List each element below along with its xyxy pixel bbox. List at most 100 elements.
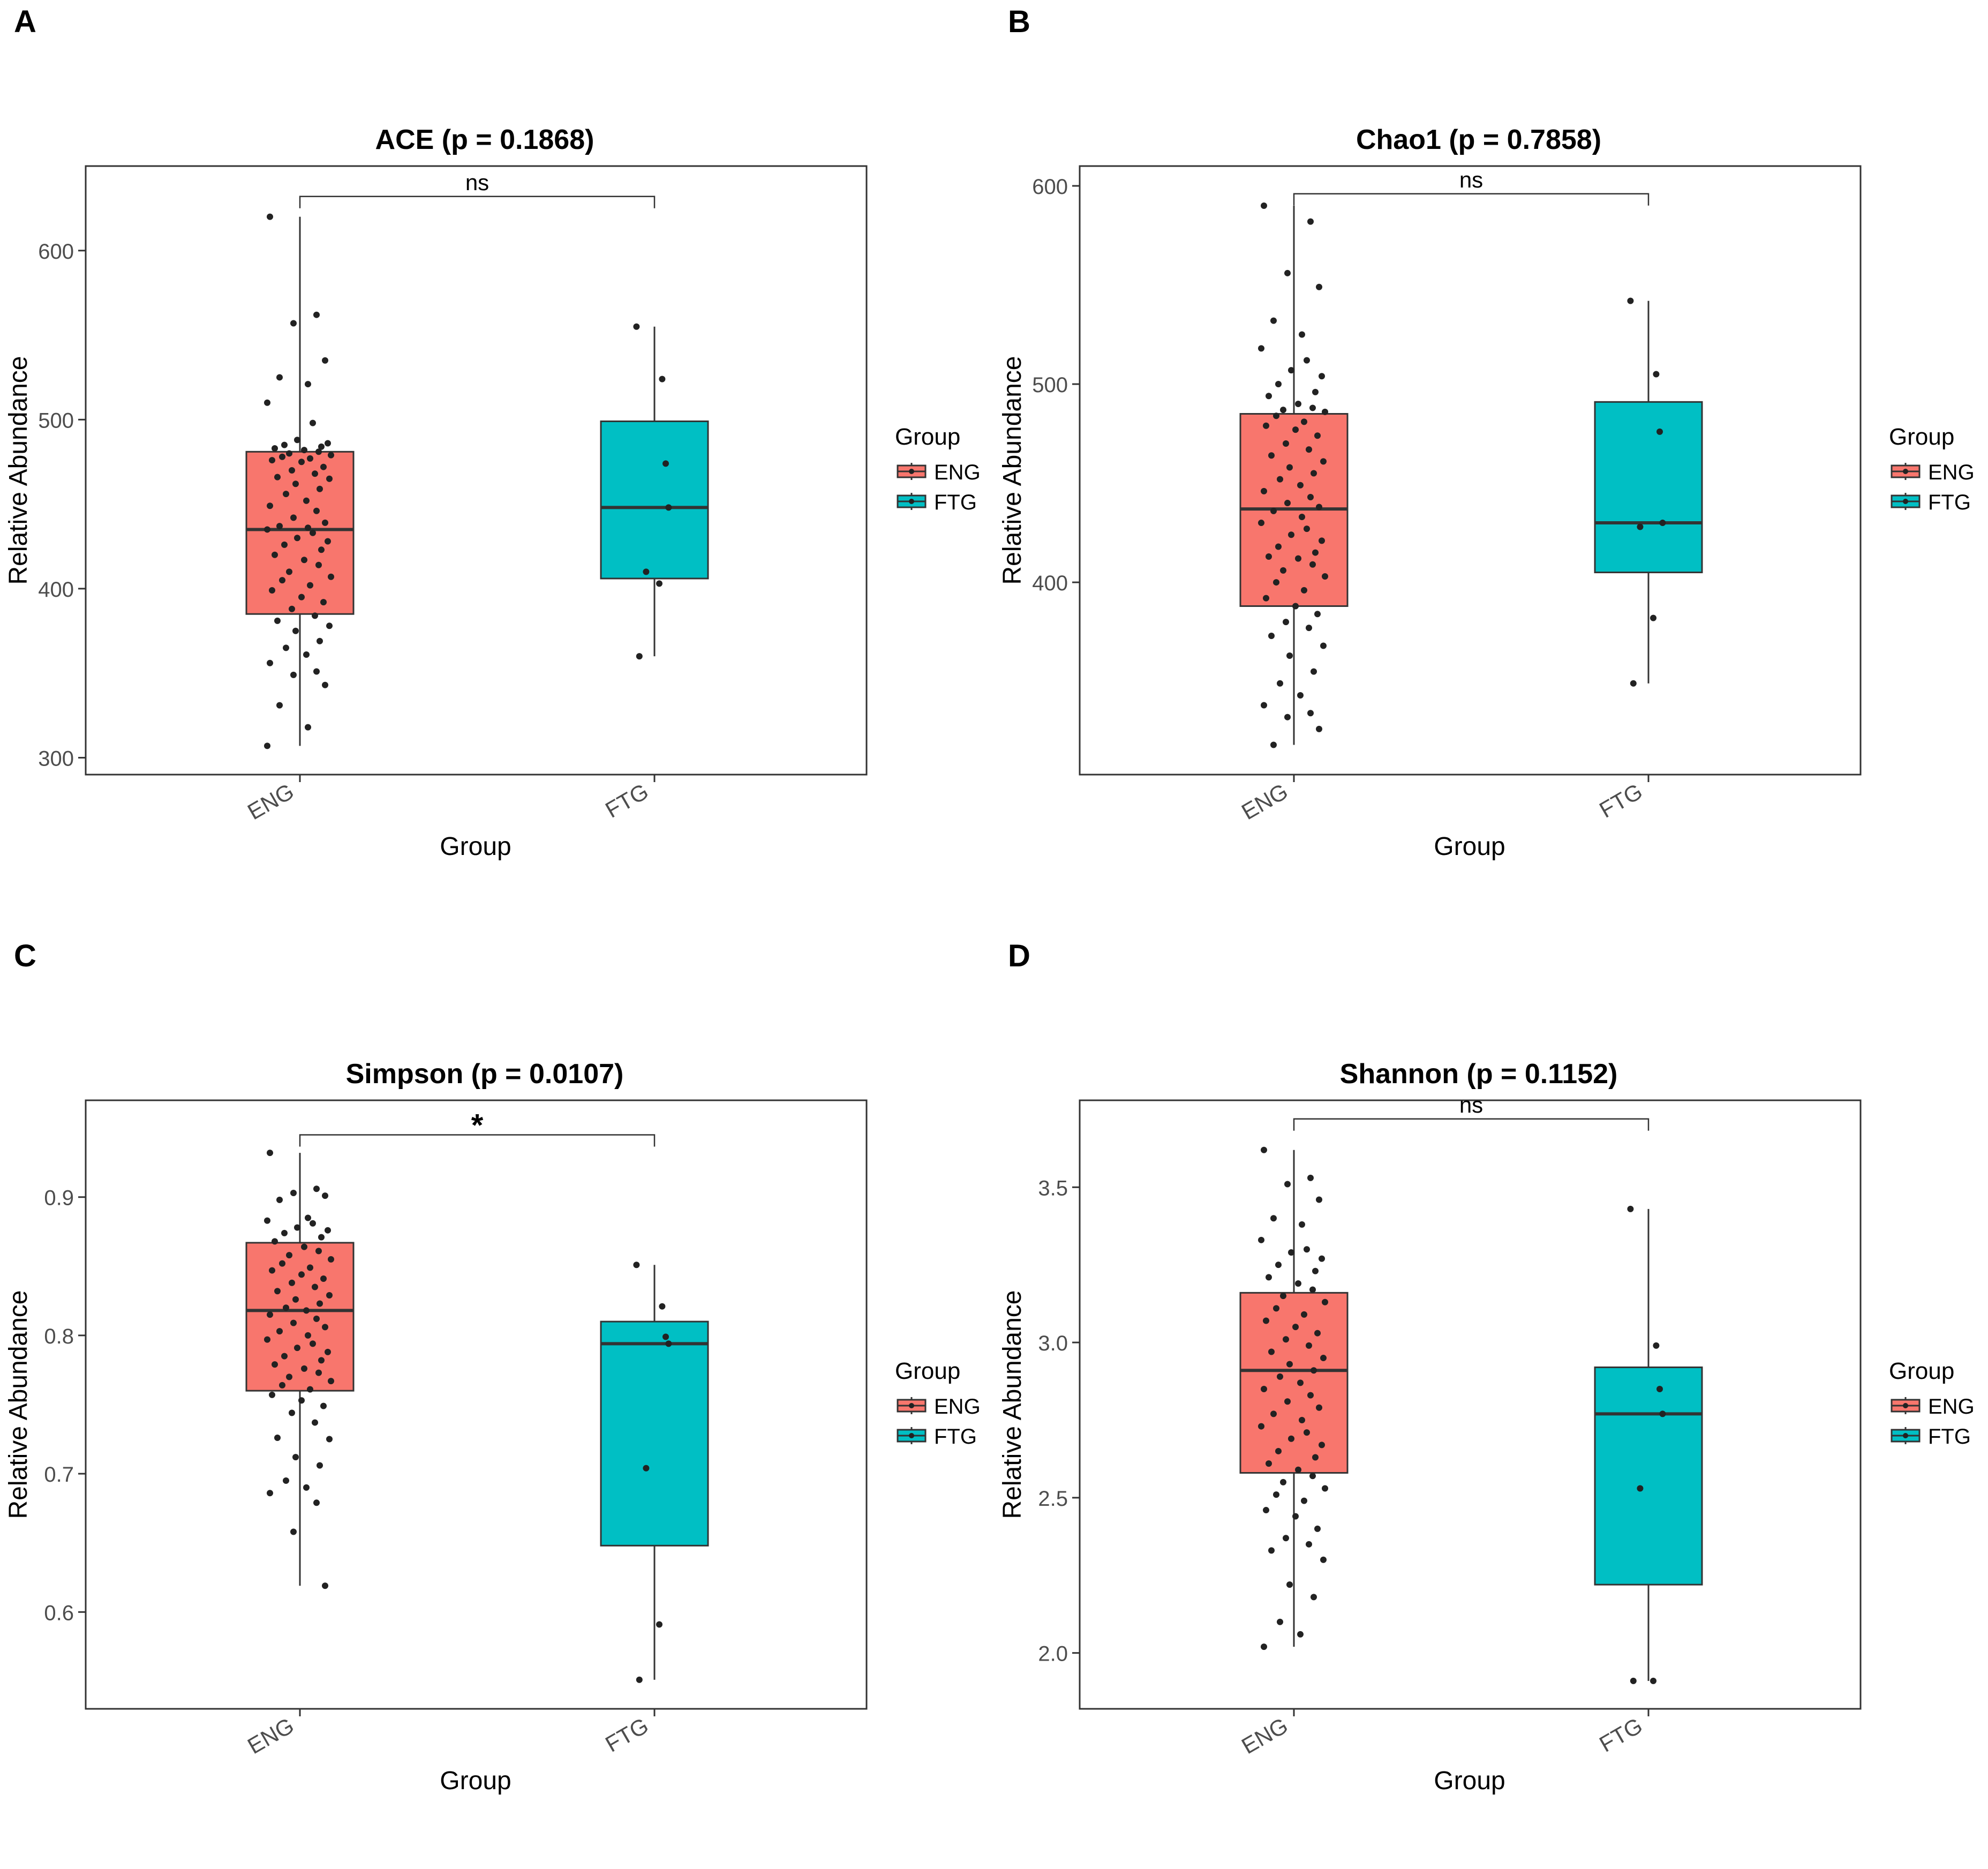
data-point xyxy=(1288,1249,1294,1256)
data-point xyxy=(1659,520,1666,527)
legend-key-ftg xyxy=(1891,493,1921,510)
data-point xyxy=(1306,625,1312,632)
data-point xyxy=(1277,1373,1283,1380)
data-point xyxy=(307,455,313,462)
significance-label: ns xyxy=(1459,1092,1483,1117)
data-point xyxy=(1319,1442,1325,1448)
legend-key-eng xyxy=(897,1397,927,1414)
data-point xyxy=(1320,1556,1327,1563)
data-point xyxy=(298,1397,305,1404)
data-point xyxy=(267,502,273,509)
data-point xyxy=(294,437,300,444)
data-point xyxy=(1295,1280,1301,1287)
data-point xyxy=(1630,680,1637,687)
significance-bracket xyxy=(1293,193,1650,206)
data-point xyxy=(1322,573,1328,580)
data-point xyxy=(1301,1311,1307,1318)
data-point xyxy=(1273,579,1279,586)
data-point xyxy=(290,1319,297,1326)
legend-title: Group xyxy=(1889,424,1954,450)
data-point xyxy=(1284,269,1291,276)
data-point xyxy=(1261,702,1267,709)
data-point xyxy=(1304,1429,1310,1436)
iqr-box xyxy=(1239,1292,1349,1474)
data-point xyxy=(1316,504,1322,511)
data-point xyxy=(267,213,273,220)
data-point xyxy=(1283,1336,1289,1343)
data-point xyxy=(1314,432,1321,439)
data-point xyxy=(315,1248,322,1255)
points xyxy=(264,213,672,749)
data-point xyxy=(1283,619,1289,626)
box-ftg xyxy=(1594,1209,1703,1681)
data-point xyxy=(276,1196,283,1203)
data-point xyxy=(264,1336,270,1343)
y-tick-label: 0.8 xyxy=(44,1325,74,1348)
data-point xyxy=(1275,543,1282,550)
data-point xyxy=(1258,1236,1264,1243)
y-tick-label: 0.6 xyxy=(44,1601,74,1625)
data-point xyxy=(659,1303,666,1310)
data-point xyxy=(1322,1298,1328,1305)
data-point xyxy=(633,323,640,330)
data-point xyxy=(1280,1478,1286,1485)
data-point xyxy=(643,568,650,575)
x-tick-label-ftg: FTG xyxy=(1595,778,1646,823)
legend: Group ENG FTG xyxy=(895,424,981,514)
data-point xyxy=(1319,373,1325,380)
data-point xyxy=(301,557,307,564)
x-axis-title: Group xyxy=(440,1767,511,1795)
data-point xyxy=(276,523,283,530)
data-point xyxy=(303,1307,310,1314)
legend-key-eng xyxy=(1891,463,1921,480)
legend-title: Group xyxy=(895,424,960,450)
x-tick-label-ftg: FTG xyxy=(601,778,652,823)
significance-bracket xyxy=(299,196,656,208)
data-point xyxy=(1268,632,1275,639)
x-tick-label-ftg: FTG xyxy=(1595,1713,1646,1757)
iqr-box xyxy=(600,1320,709,1547)
data-point xyxy=(279,1382,285,1388)
data-point xyxy=(1307,1174,1314,1181)
data-point xyxy=(276,702,283,709)
plot-border xyxy=(1079,165,1862,776)
data-point xyxy=(662,460,669,467)
data-point xyxy=(312,470,318,477)
data-point xyxy=(1630,1677,1637,1684)
data-point xyxy=(1292,1513,1299,1520)
data-point xyxy=(283,1477,289,1484)
y-ticks: 2.0 2.5 3.0 3.5 xyxy=(1038,1176,1080,1666)
data-point xyxy=(1273,1491,1279,1498)
data-point xyxy=(1301,418,1307,425)
data-point xyxy=(313,668,320,675)
data-point xyxy=(643,1465,650,1472)
legend-label-ftg: FTG xyxy=(934,491,977,514)
data-point xyxy=(274,617,281,624)
data-point xyxy=(283,1304,289,1311)
data-point xyxy=(313,1315,320,1322)
legend-key-ftg xyxy=(897,493,927,510)
data-point xyxy=(322,681,328,688)
x-tick-label-ftg: FTG xyxy=(601,1713,652,1757)
box-eng xyxy=(245,1153,355,1586)
data-point xyxy=(298,459,305,466)
iqr-box xyxy=(245,1242,355,1392)
data-point xyxy=(1316,283,1322,290)
chart-D: D Shannon (p = 0.1152) 2.0 2.5 3.0 3.5 ns E… xyxy=(998,939,1975,1795)
data-point xyxy=(325,1227,331,1234)
data-point xyxy=(290,1528,297,1535)
data-point xyxy=(317,1462,323,1469)
data-point xyxy=(307,1264,313,1271)
y-tick-label: 400 xyxy=(1032,572,1068,595)
boxes xyxy=(245,216,709,746)
data-point xyxy=(322,1192,328,1199)
data-point xyxy=(1307,1392,1314,1399)
data-point xyxy=(318,1234,325,1241)
data-point xyxy=(1280,567,1286,574)
data-point xyxy=(1288,1435,1294,1442)
data-point xyxy=(1266,1274,1272,1281)
data-point xyxy=(1258,520,1264,527)
data-point xyxy=(305,1214,311,1221)
data-point xyxy=(286,450,292,457)
data-point xyxy=(1322,1485,1328,1492)
